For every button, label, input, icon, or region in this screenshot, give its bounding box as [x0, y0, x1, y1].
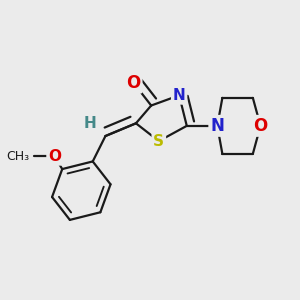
Text: CH₃: CH₃	[6, 150, 29, 163]
Text: N: N	[173, 88, 185, 103]
Text: O: O	[254, 117, 268, 135]
Text: H: H	[84, 116, 97, 131]
Text: S: S	[153, 134, 164, 148]
Text: O: O	[126, 74, 140, 92]
Text: O: O	[48, 149, 61, 164]
Text: N: N	[210, 117, 224, 135]
